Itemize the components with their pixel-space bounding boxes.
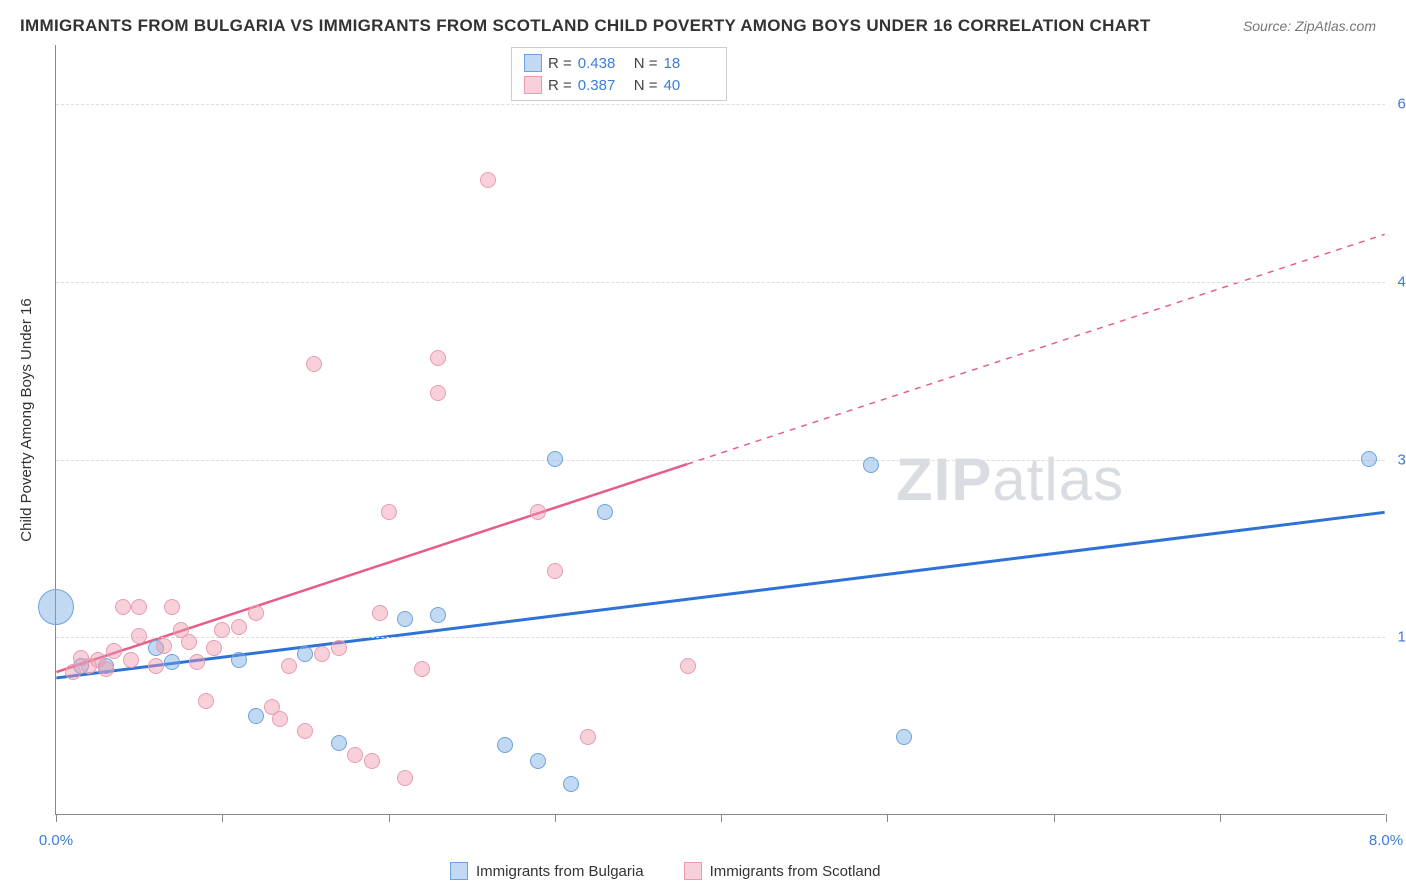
watermark: ZIPatlas bbox=[896, 445, 1124, 514]
n-label: N = bbox=[634, 77, 658, 94]
y-tick-label: 45.0% bbox=[1397, 273, 1406, 290]
data-point bbox=[430, 607, 446, 623]
data-point bbox=[364, 753, 380, 769]
n-value-scotland: 40 bbox=[664, 77, 714, 94]
n-value-bulgaria: 18 bbox=[664, 55, 714, 72]
x-tick bbox=[555, 814, 556, 822]
n-label: N = bbox=[634, 55, 658, 72]
data-point bbox=[148, 658, 164, 674]
data-point bbox=[164, 599, 180, 615]
x-tick bbox=[1220, 814, 1221, 822]
legend-label-bulgaria: Immigrants from Bulgaria bbox=[476, 863, 644, 880]
y-axis-label: Child Poverty Among Boys Under 16 bbox=[18, 298, 35, 541]
x-tick bbox=[389, 814, 390, 822]
data-point bbox=[430, 385, 446, 401]
data-point bbox=[106, 643, 122, 659]
r-label: R = bbox=[548, 55, 572, 72]
trend-lines-svg bbox=[56, 45, 1385, 814]
data-point bbox=[397, 611, 413, 627]
swatch-scotland bbox=[524, 76, 542, 94]
x-tick bbox=[56, 814, 57, 822]
x-tick bbox=[887, 814, 888, 822]
data-point bbox=[580, 729, 596, 745]
legend-item-scotland: Immigrants from Scotland bbox=[684, 862, 881, 880]
legend-label-scotland: Immigrants from Scotland bbox=[710, 863, 881, 880]
data-point bbox=[381, 504, 397, 520]
x-tick bbox=[1386, 814, 1387, 822]
data-point bbox=[231, 619, 247, 635]
legend-swatch-bulgaria bbox=[450, 862, 468, 880]
r-value-bulgaria: 0.438 bbox=[578, 55, 628, 72]
gridline bbox=[56, 104, 1385, 105]
data-point bbox=[314, 646, 330, 662]
data-point bbox=[680, 658, 696, 674]
data-point bbox=[206, 640, 222, 656]
data-point bbox=[198, 693, 214, 709]
data-point bbox=[563, 776, 579, 792]
correlation-legend: R = 0.438 N = 18 R = 0.387 N = 40 bbox=[511, 47, 727, 101]
swatch-bulgaria bbox=[524, 54, 542, 72]
data-point bbox=[414, 661, 430, 677]
y-tick-label: 60.0% bbox=[1397, 96, 1406, 113]
data-point bbox=[297, 646, 313, 662]
y-tick-label: 15.0% bbox=[1397, 629, 1406, 646]
data-point bbox=[331, 640, 347, 656]
data-point bbox=[131, 599, 147, 615]
x-tick-label: 8.0% bbox=[1369, 832, 1403, 849]
x-tick bbox=[222, 814, 223, 822]
data-point bbox=[297, 723, 313, 739]
watermark-zip: ZIP bbox=[896, 446, 992, 513]
data-point bbox=[430, 350, 446, 366]
data-point bbox=[597, 504, 613, 520]
data-point bbox=[131, 628, 147, 644]
data-point bbox=[1361, 451, 1377, 467]
data-point bbox=[480, 172, 496, 188]
data-point bbox=[372, 605, 388, 621]
data-point bbox=[164, 654, 180, 670]
watermark-atlas: atlas bbox=[992, 446, 1124, 513]
data-point bbox=[65, 664, 81, 680]
data-point bbox=[181, 634, 197, 650]
gridline bbox=[56, 637, 1385, 638]
data-point bbox=[863, 457, 879, 473]
data-point bbox=[123, 652, 139, 668]
data-point bbox=[248, 605, 264, 621]
data-point bbox=[189, 654, 205, 670]
data-point bbox=[98, 661, 114, 677]
y-tick-label: 30.0% bbox=[1397, 451, 1406, 468]
r-label: R = bbox=[548, 77, 572, 94]
x-tick bbox=[721, 814, 722, 822]
data-point bbox=[547, 451, 563, 467]
data-point bbox=[231, 652, 247, 668]
x-tick bbox=[1054, 814, 1055, 822]
r-value-scotland: 0.387 bbox=[578, 77, 628, 94]
series-legend: Immigrants from Bulgaria Immigrants from… bbox=[450, 862, 880, 880]
data-point bbox=[115, 599, 131, 615]
data-point bbox=[347, 747, 363, 763]
data-point bbox=[248, 708, 264, 724]
chart-title: IMMIGRANTS FROM BULGARIA VS IMMIGRANTS F… bbox=[20, 16, 1151, 36]
source-label: Source: ZipAtlas.com bbox=[1243, 18, 1376, 34]
gridline bbox=[56, 460, 1385, 461]
legend-item-bulgaria: Immigrants from Bulgaria bbox=[450, 862, 644, 880]
x-tick-label: 0.0% bbox=[39, 832, 73, 849]
corr-row-bulgaria: R = 0.438 N = 18 bbox=[524, 52, 714, 74]
chart-plot-area: R = 0.438 N = 18 R = 0.387 N = 40 ZIPatl… bbox=[55, 45, 1385, 815]
data-point bbox=[530, 504, 546, 520]
data-point bbox=[306, 356, 322, 372]
legend-swatch-scotland bbox=[684, 862, 702, 880]
data-point bbox=[547, 563, 563, 579]
data-point bbox=[214, 622, 230, 638]
data-point bbox=[156, 638, 172, 654]
data-point bbox=[530, 753, 546, 769]
data-point bbox=[331, 735, 347, 751]
data-point bbox=[272, 711, 288, 727]
data-point bbox=[38, 589, 74, 625]
corr-row-scotland: R = 0.387 N = 40 bbox=[524, 74, 714, 96]
data-point bbox=[896, 729, 912, 745]
data-point bbox=[497, 737, 513, 753]
data-point bbox=[281, 658, 297, 674]
data-point bbox=[397, 770, 413, 786]
gridline bbox=[56, 282, 1385, 283]
